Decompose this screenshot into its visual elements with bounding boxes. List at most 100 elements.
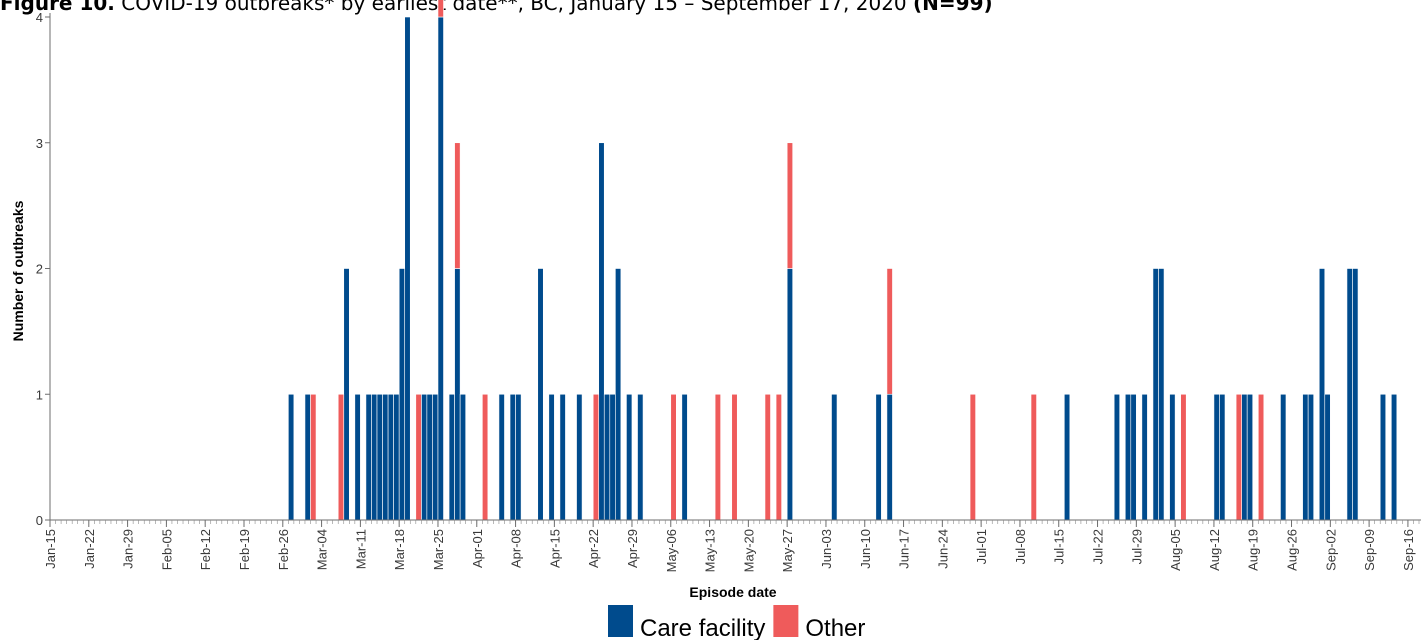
bar-care-facility-apr-07 [509,393,516,521]
bar-care-facility-mar-10 [354,393,361,521]
x-tick-label: Mar-04 [315,529,330,570]
bar-care-facility-aug-13 [1219,393,1226,521]
bar-care-facility-jul-30 [1141,393,1148,521]
bar-care-facility-mar-27 [448,393,455,521]
bar-care-facility-jul-28 [1130,393,1137,521]
bar-other-may-23 [764,393,771,521]
legend-swatch-other [773,605,799,637]
bar-care-facility-apr-25 [609,393,616,521]
bar-other-mar-28 [454,142,461,269]
y-tick-label: 1 [36,387,43,402]
x-tick-label: Feb-19 [237,529,252,570]
x-tick-label: Feb-05 [159,529,174,570]
bar-care-facility-apr-16 [559,393,566,521]
x-tick-label: Aug-19 [1246,529,1261,571]
bar-care-facility-aug-28 [1302,393,1309,521]
bar-other-aug-20 [1257,393,1265,521]
bar-care-facility-mar-29 [459,393,466,521]
bar-care-facility-aug-18 [1246,393,1254,521]
bar-care-facility-may-27 [786,268,793,521]
bar-care-facility-apr-26 [615,268,622,521]
x-tick-label: May-06 [664,529,679,572]
x-tick-label: Aug-05 [1168,529,1183,571]
figure-count: (N=99) [913,0,993,15]
bar-other-may-06 [670,393,677,521]
bar-other-may-17 [731,393,738,521]
x-tick-label: Jun-17 [897,529,912,569]
bar-other-mar-07 [337,393,345,521]
x-tick-label: Jan-22 [82,529,97,569]
axes: 0 1 2 3 4 Jan-15 Jan-22 Jan-29 Feb-05 Feb-12 Feb-1… [36,10,1421,572]
x-tick-label: Sep-16 [1401,529,1416,571]
bar-other-may-27 [786,142,793,269]
x-tick-label: Feb-12 [198,529,213,570]
x-tick-label: Sep-09 [1362,529,1377,571]
bar-care-facility-apr-12 [537,268,544,521]
x-tick-label: May-20 [741,529,756,572]
bar-care-facility-aug-17 [1241,393,1248,521]
bar-care-facility-apr-23 [598,142,605,521]
x-tick-label: Apr-01 [470,529,485,568]
x-tick-label: Jul-01 [974,529,989,564]
x-tick-label: May-13 [703,529,718,572]
bar-other-apr-22 [592,393,600,521]
bar-other-mar-21 [415,393,422,521]
legend-label-other: Other [805,615,865,640]
bar-care-facility-mar-16 [387,393,394,521]
x-tick-label: Apr-08 [509,529,524,568]
bar-care-facility-mar-19 [404,16,411,521]
bar-care-facility-mar-15 [382,393,389,521]
y-tick-label: 2 [36,262,43,277]
bar-other-apr-02 [482,393,489,521]
bar-other-may-25 [775,393,782,521]
bar-care-facility-feb-27 [288,393,295,521]
bar-care-facility-mar-22 [421,393,428,521]
bar-care-facility-mar-12 [365,393,372,521]
x-tick-label: Jan-15 [43,529,58,569]
bar-other-jun-14 [886,268,893,395]
y-axis-title: Number of outbreaks [10,200,26,341]
y-tick-label: 3 [36,136,43,151]
x-tick-label: Apr-22 [586,529,601,568]
bar-care-facility-aug-12 [1213,393,1220,521]
y-tick-label: 0 [36,513,43,528]
bar-care-facility-jul-25 [1113,393,1121,521]
x-tick-label: Jul-08 [1013,529,1028,564]
bar-care-facility-sep-01 [1324,393,1331,521]
bar-care-facility-apr-30 [637,393,644,521]
x-tick-label: Apr-15 [547,529,562,568]
x-tick-label: Jun-10 [858,529,873,569]
bar-other-may-14 [714,393,721,521]
bar-care-facility-apr-14 [548,393,555,521]
bar-other-jun-29 [969,393,976,521]
bar-care-facility-mar-08 [343,268,350,521]
bar-care-facility-aug-04 [1169,393,1176,521]
bar-care-facility-apr-19 [576,393,583,521]
bar-care-facility-mar-25 [437,16,444,521]
legend-label-care-facility: Care facility [640,615,765,640]
legend-swatch-care-facility [608,605,633,637]
x-tick-label: Jul-15 [1052,529,1067,564]
bar-care-facility-jul-16 [1063,393,1071,521]
x-tick-label: Jul-22 [1091,529,1106,564]
x-tick-label: Jun-03 [819,529,834,569]
bar-care-facility-sep-05 [1346,268,1353,521]
bar-care-facility-sep-11 [1379,393,1387,521]
x-tick-label: Jun-24 [935,529,950,569]
bar-care-facility-mar-24 [432,393,439,521]
bar-other-aug-06 [1180,393,1187,521]
bar-care-facility-aug-24 [1280,393,1287,521]
bar-care-facility-mar-13 [371,393,378,521]
bar-care-facility-mar-18 [398,268,406,521]
bar-care-facility-jun-12 [875,393,882,521]
figure-title-text: COVID-19 outbreaks* by earliest date**, … [121,0,907,15]
x-tick-label: Feb-26 [276,529,291,570]
bar-other-aug-16 [1235,393,1242,521]
bar-care-facility-aug-29 [1307,393,1314,521]
x-tick-label: Aug-26 [1285,529,1300,571]
x-tick-label: Mar-18 [392,529,407,570]
bar-care-facility-apr-05 [498,393,505,521]
figure-label: Figure 10. [0,0,115,15]
bar-care-facility-mar-28 [454,268,461,521]
